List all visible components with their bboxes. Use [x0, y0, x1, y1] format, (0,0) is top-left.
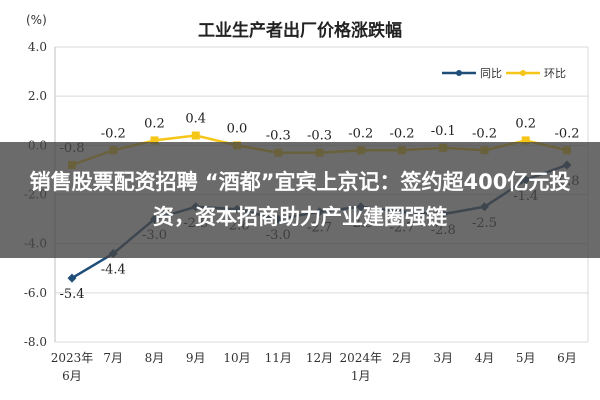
mom-point	[150, 136, 159, 145]
legend-mom-marker	[520, 70, 526, 76]
mom-data-label: 0.4	[185, 112, 206, 127]
headline-overlay: 销售股票配资招聘 “酒都”宜宾上京记：签约超400亿元投资，资本招商助力产业建圈…	[0, 142, 600, 258]
x-tick-label: 2023年	[51, 351, 94, 365]
y-tick-label: 2.0	[28, 89, 47, 103]
y-tick-label: -8.0	[24, 335, 47, 349]
mom-data-label: -0.2	[472, 126, 497, 141]
y-tick-label: 4.0	[28, 40, 47, 54]
mom-data-label: -0.2	[389, 126, 414, 141]
legend-yoy-marker	[456, 70, 462, 76]
y-axis-unit: (%)	[26, 13, 47, 27]
mom-data-label: 0.2	[515, 116, 536, 131]
x-tick-label: 6月	[557, 351, 577, 365]
x-tick-label: 8月	[145, 351, 165, 365]
x-tick-label: 2024年	[339, 351, 382, 365]
yoy-data-label: -5.4	[59, 287, 84, 302]
legend-mom-label: 环比	[544, 67, 566, 80]
x-tick-label-line2: 1月	[351, 369, 371, 383]
chart-legend: 同比 环比	[442, 67, 566, 80]
mom-data-label: 0.2	[144, 116, 165, 131]
x-tick-label: 3月	[433, 351, 453, 365]
mom-data-label: -0.1	[431, 124, 456, 139]
x-tick-label: 7月	[103, 351, 123, 365]
y-tick-label: -6.0	[24, 286, 47, 300]
x-tick-label: 11月	[265, 351, 292, 365]
x-tick-label: 12月	[306, 351, 333, 365]
mom-data-label: -0.2	[101, 126, 126, 141]
chart-title: 工业生产者出厂价格涨跌幅	[198, 20, 402, 41]
mom-data-label: -0.3	[307, 129, 332, 144]
mom-data-label: -0.2	[348, 126, 373, 141]
yoy-data-label: -4.4	[101, 263, 126, 278]
x-tick-label: 5月	[516, 351, 536, 365]
yoy-point	[67, 273, 77, 283]
mom-point	[521, 136, 530, 145]
x-axis: 2023年 6月 7月 8月 9月 10月 11月 12月 2024年 1月 2月 3月 4月 5月 6月	[51, 351, 577, 383]
x-tick-label-line2: 6月	[62, 369, 82, 383]
x-tick-label: 2月	[392, 351, 412, 365]
mom-data-label: -0.2	[554, 126, 579, 141]
headline-text: 销售股票配资招聘 “酒都”宜宾上京记：签约超400亿元投资，资本招商助力产业建圈…	[29, 170, 571, 229]
x-tick-label: 9月	[186, 351, 206, 365]
x-tick-label: 4月	[475, 351, 495, 365]
x-tick-label: 10月	[223, 351, 250, 365]
mom-point	[191, 131, 200, 140]
legend-yoy-label: 同比	[480, 67, 502, 80]
mom-data-label: 0.0	[227, 121, 248, 136]
mom-data-label: -0.3	[266, 129, 291, 144]
